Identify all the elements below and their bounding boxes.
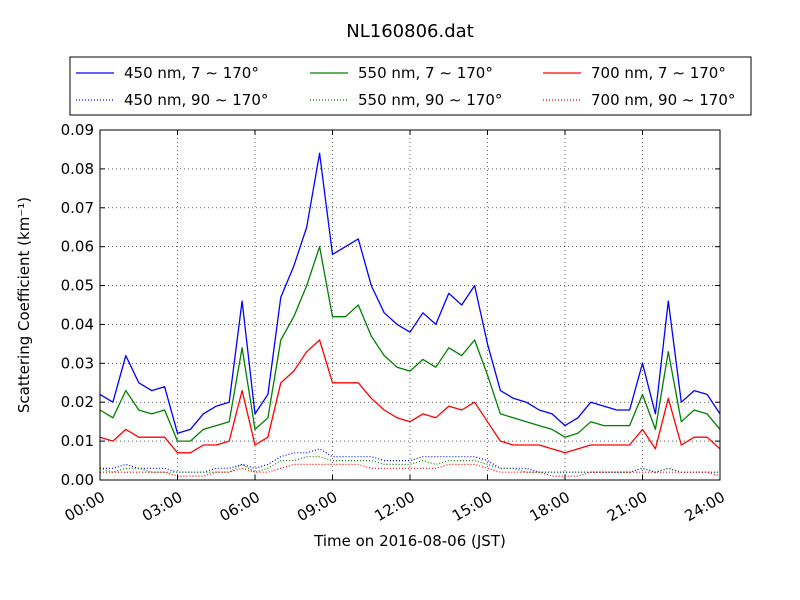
y-tick-label: 0.07: [61, 199, 94, 217]
y-tick-label: 0.03: [61, 354, 94, 372]
x-tick-label: 24:00: [682, 488, 728, 525]
legend-label: 700 nm, 90 ∼ 170°: [591, 91, 735, 109]
series-line: [99, 246, 721, 442]
grid-lines: [100, 130, 720, 480]
y-tick-label: 0.05: [61, 277, 94, 295]
series-line: [100, 448, 720, 473]
y-axis-label: Scattering Coefficient (km⁻¹): [15, 197, 33, 413]
y-tick-label: 0.01: [61, 432, 94, 450]
x-axis-label: Time on 2016-08-06 (JST): [313, 532, 506, 550]
x-tick-label: 21:00: [604, 488, 650, 525]
legend-label: 450 nm, 7 ∼ 170°: [124, 64, 259, 82]
series-layer: [99, 152, 721, 477]
chart-title: NL160806.dat: [346, 21, 473, 42]
axis-ticks: 0.00 0.01 0.02 0.03 0.04 0.05 0.06 0.07 0.08 0.09…: [61, 121, 728, 525]
y-tick-label: 0.08: [61, 160, 94, 178]
legend-label: 550 nm, 90 ∼ 170°: [358, 91, 502, 109]
series-line: [99, 339, 721, 454]
legend: 450 nm, 7 ∼ 170° 450 nm, 90 ∼ 170° 550 nm,…: [69, 56, 752, 116]
y-tick-label: 0.06: [61, 238, 94, 256]
x-tick-label: 06:00: [217, 488, 263, 525]
series-line: [99, 456, 720, 473]
x-tick-label: 00:00: [62, 488, 108, 525]
y-tick-label: 0.00: [61, 471, 94, 489]
x-tick-label: 09:00: [294, 488, 340, 525]
legend-label: 550 nm, 7 ∼ 170°: [358, 64, 493, 82]
legend-frame: [69, 56, 752, 116]
x-tick-label: 12:00: [372, 488, 418, 525]
x-tick-label: 03:00: [139, 488, 185, 525]
x-tick-label: 18:00: [527, 488, 573, 525]
y-tick-label: 0.09: [61, 121, 94, 139]
y-tick-label: 0.04: [61, 315, 94, 333]
y-tick-label: 0.02: [61, 393, 94, 411]
legend-label: 700 nm, 7 ∼ 170°: [591, 64, 726, 82]
x-tick-label: 15:00: [449, 488, 495, 525]
legend-label: 450 nm, 90 ∼ 170°: [124, 91, 268, 109]
series-line: [99, 152, 721, 434]
